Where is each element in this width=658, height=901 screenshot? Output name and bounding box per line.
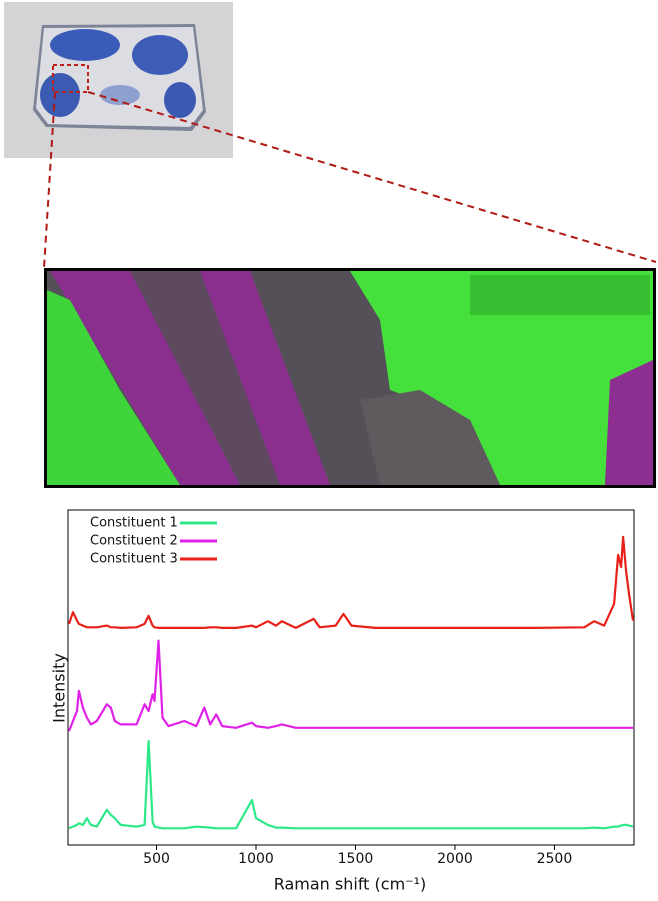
spectrum-line: [67, 639, 633, 732]
spectrum-line: [68, 740, 634, 830]
x-tick-label: 2000: [437, 851, 473, 867]
legend-label: Constituent 3: [90, 552, 178, 567]
y-axis-label: Intensity: [50, 653, 69, 723]
legend-label: Constituent 1: [90, 516, 178, 531]
plot-frame: [67, 509, 635, 846]
x-tick-label: 1000: [238, 851, 274, 867]
x-axis-label: Raman shift (cm⁻¹): [274, 875, 427, 894]
x-tick-label: 2500: [537, 851, 573, 867]
x-tick-label: 500: [143, 851, 170, 867]
spectrum-line: [67, 535, 635, 629]
sample-photo: [4, 2, 657, 269]
legend-label: Constituent 2: [90, 534, 178, 549]
x-tick-label: 1500: [338, 851, 374, 867]
raman-map: [44, 268, 656, 488]
